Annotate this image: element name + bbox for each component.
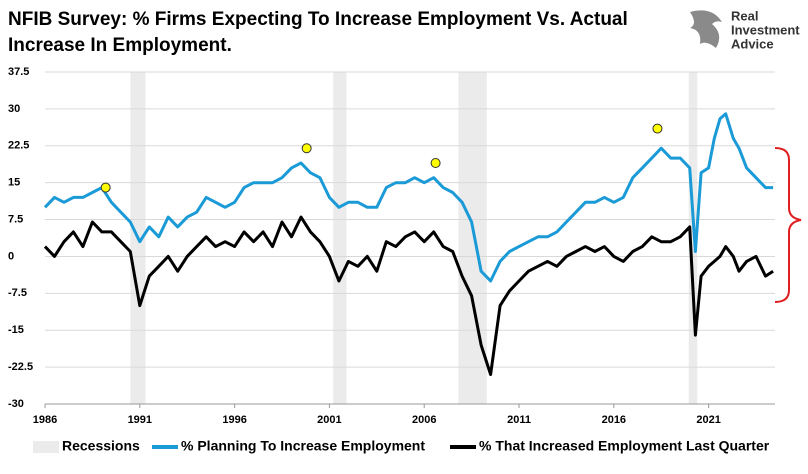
x-tick-label: 1996 bbox=[222, 414, 246, 426]
y-tick-label: 15 bbox=[8, 177, 20, 189]
logo: Real Investment Advice bbox=[690, 8, 800, 51]
logo-text: Real bbox=[731, 8, 758, 23]
logo-icon bbox=[690, 10, 722, 48]
y-tick-label: -15 bbox=[8, 324, 24, 336]
y-tick-label: 0 bbox=[8, 250, 14, 262]
y-tick-label: -30 bbox=[8, 398, 24, 410]
x-tick-label: 1991 bbox=[128, 414, 152, 426]
legend-label: Recessions bbox=[62, 438, 140, 454]
recession-band bbox=[333, 72, 347, 404]
x-tick-label: 2011 bbox=[507, 414, 531, 426]
peak-marker bbox=[652, 123, 663, 134]
y-tick-label: 7.5 bbox=[8, 213, 23, 225]
annotation-bracket bbox=[774, 147, 802, 303]
y-tick-label: 37.5 bbox=[8, 66, 29, 78]
chart-title: Increase In Employment. bbox=[8, 35, 232, 56]
chart-title: NFIB Survey: % Firms Expecting To Increa… bbox=[8, 9, 628, 30]
x-tick-label: 2001 bbox=[317, 414, 341, 426]
y-tick-label: 22.5 bbox=[8, 140, 29, 152]
y-tick-label: 30 bbox=[8, 103, 20, 115]
y-tick-label: -22.5 bbox=[8, 361, 33, 373]
x-tick-label: 2021 bbox=[696, 414, 720, 426]
x-tick-label: 1986 bbox=[33, 414, 57, 426]
peak-marker bbox=[301, 143, 312, 154]
y-tick-label: -7.5 bbox=[8, 287, 27, 299]
peak-marker bbox=[430, 157, 441, 168]
legend-label: % Planning To Increase Employment bbox=[181, 438, 425, 454]
peak-marker bbox=[100, 182, 111, 193]
legend-label: % That Increased Employment Last Quarter bbox=[479, 438, 770, 454]
logo-text: Advice bbox=[731, 36, 774, 51]
legend-swatch bbox=[33, 441, 59, 453]
series-line bbox=[43, 112, 774, 283]
x-tick-label: 2006 bbox=[412, 414, 436, 426]
logo-text: Investment bbox=[731, 22, 800, 37]
series-line bbox=[43, 215, 774, 376]
x-tick-label: 2016 bbox=[602, 414, 626, 426]
